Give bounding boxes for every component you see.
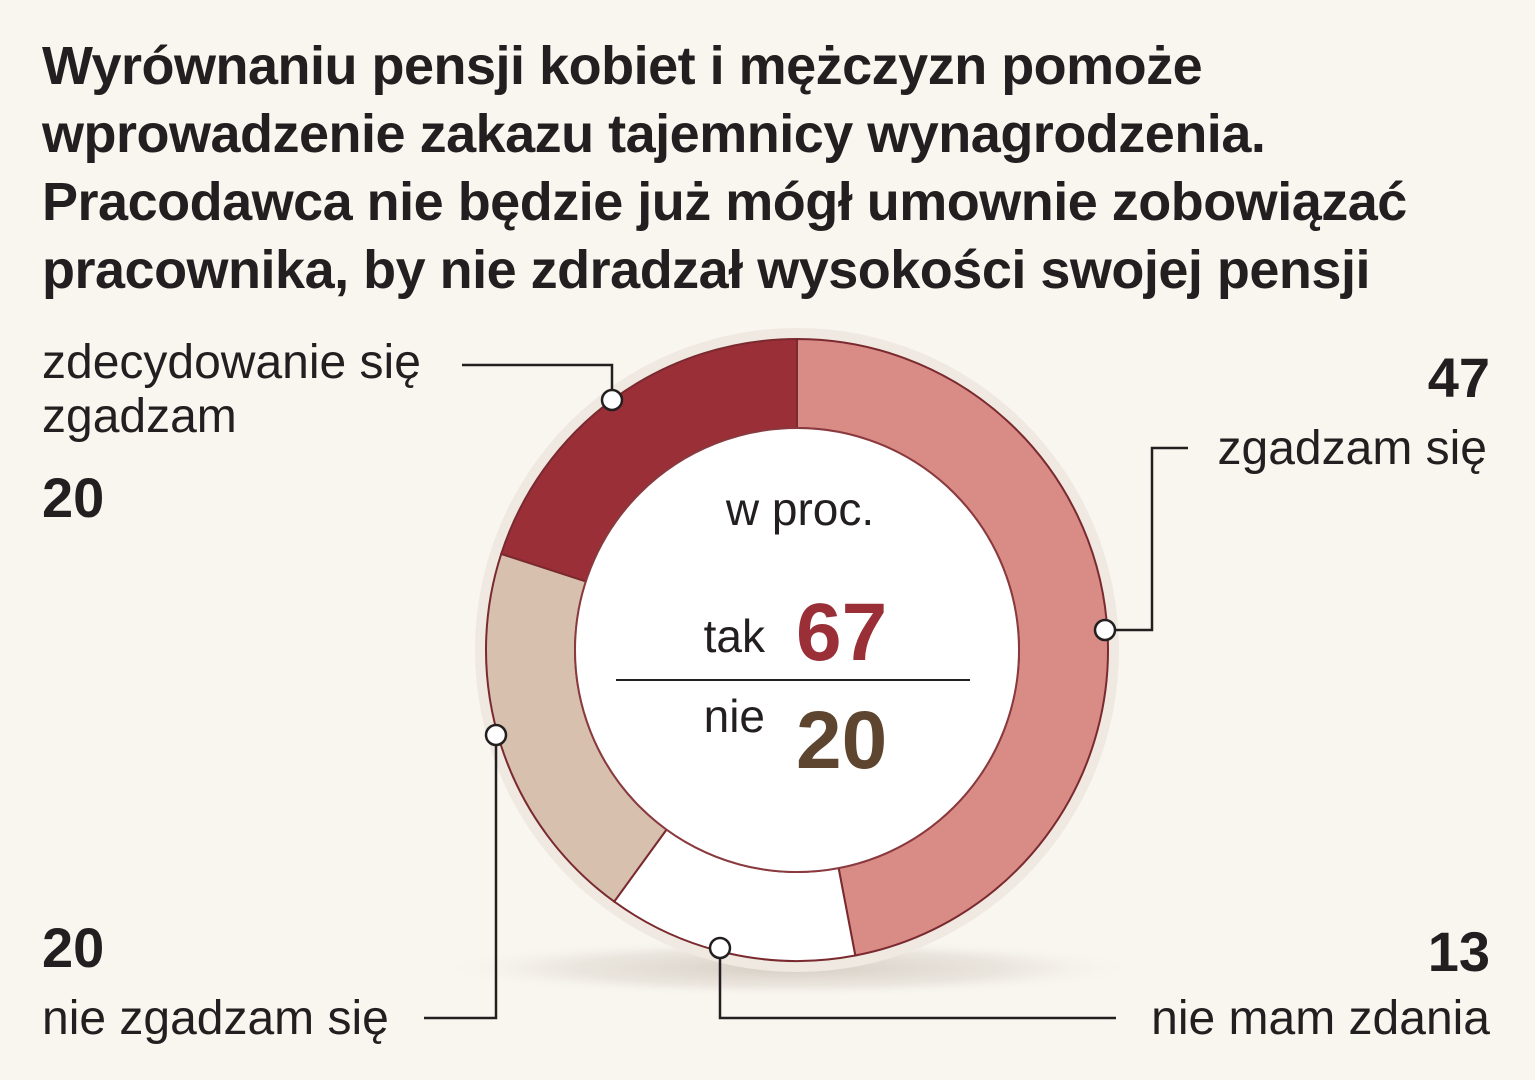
- yes-value: 67: [796, 587, 887, 678]
- donut-inner-rim: [574, 427, 1020, 873]
- leader-agree: [1105, 446, 1188, 632]
- title-line: pracownika, by nie zdradzał wysokości sw…: [42, 240, 1370, 300]
- slice-label-strongly-agree: zdecydowanie się zgadzam: [42, 336, 421, 444]
- no-value: 20: [796, 695, 887, 786]
- leader-no-opinion: [718, 948, 1116, 1020]
- leader-strongly-agree: [462, 363, 614, 400]
- slice-label-agree: zgadzam się: [1217, 422, 1487, 475]
- slice-value-agree: 47: [1427, 346, 1490, 409]
- leader-no-opinion-marker: [708, 936, 732, 960]
- slice-value-disagree: 20: [42, 916, 105, 979]
- slice-label-no-opinion: nie mam zdania: [1151, 992, 1490, 1045]
- leader-strongly-agree-marker: [600, 388, 624, 412]
- leader-disagree-marker: [484, 723, 508, 747]
- title-line: wprowadzenie zakazu tajemnicy wynagrodze…: [42, 104, 1266, 164]
- leader-disagree: [424, 735, 498, 1020]
- title-line: Wyrównaniu pensji kobiet i mężczyzn pomo…: [42, 36, 1203, 96]
- chart-title: Wyrównaniu pensji kobiet i mężczyzn pomo…: [42, 32, 1502, 304]
- leader-agree-marker: [1093, 618, 1117, 642]
- slice-label-disagree: nie zgadzam się: [42, 992, 389, 1045]
- label-line: zgadzam: [42, 390, 237, 443]
- unit-label: w proc.: [725, 483, 874, 535]
- title-line: Pracodawca nie będzie już mógł umownie z…: [42, 172, 1407, 232]
- slice-value-strongly-agree: 20: [42, 466, 105, 529]
- slice-value-no-opinion: 13: [1427, 920, 1490, 983]
- yes-label: tak: [704, 610, 766, 662]
- label-line: zdecydowanie się: [42, 336, 421, 389]
- leader-lines: [424, 363, 1188, 1020]
- no-label: nie: [704, 690, 765, 742]
- donut-slices: [485, 337, 1109, 962]
